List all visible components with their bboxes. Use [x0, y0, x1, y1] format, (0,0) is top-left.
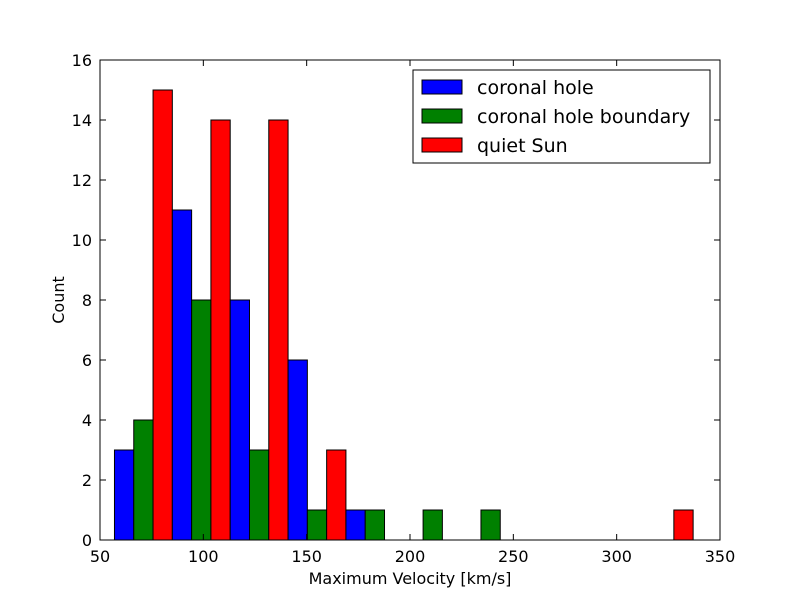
x-tick-label-200: 200 [395, 547, 426, 566]
bar-coronal-hole-bin-2 [229, 299, 250, 541]
bar-quiet-Sun-bin-3 [326, 449, 347, 541]
y-tick-label-10: 10 [72, 231, 92, 250]
x-tick-label-150: 150 [291, 547, 322, 566]
x-tick-label-350: 350 [705, 547, 736, 566]
bar-quiet-Sun-bin-9 [673, 509, 694, 541]
y-axis-label: Count [49, 276, 68, 324]
legend-swatch-coronal-hole [421, 79, 463, 95]
bar-coronal-hole-boundary-bin-4 [364, 509, 386, 541]
bar-coronal-hole-boundary-bin-1 [191, 299, 212, 541]
y-tick-label-16: 16 [72, 51, 92, 70]
tick-labels-layer: 50 100 150 200 250 300 350 0 2 4 6 8 10 12 14 16 [72, 51, 736, 566]
x-tick-label-50: 50 [90, 547, 110, 566]
ticks-layer [99, 59, 721, 541]
bar-coronal-hole-boundary-bin-0 [133, 419, 154, 541]
x-tick-label-100: 100 [188, 547, 219, 566]
bar-coronal-hole-boundary-bin-5 [422, 509, 443, 541]
legend-label-quiet-Sun: quiet Sun [477, 135, 568, 157]
bar-coronal-hole-bin-1 [171, 209, 193, 541]
bar-coronal-hole-bin-3 [287, 359, 308, 541]
y-tick-label-4: 4 [82, 411, 92, 430]
bar-coronal-hole-bin-4 [345, 509, 366, 541]
bar-coronal-hole-boundary-bin-2 [248, 449, 270, 541]
y-tick-label-6: 6 [82, 351, 92, 370]
bar-coronal-hole-boundary-bin-3 [306, 509, 328, 541]
bar-coronal-hole-boundary-bin-6 [480, 509, 501, 541]
bar-quiet-Sun-bin-1 [210, 119, 231, 541]
legend-label-coronal-hole-boundary: coronal hole boundary [477, 106, 690, 128]
bars-layer [113, 89, 694, 541]
legend-swatch-coronal-hole-boundary [421, 108, 463, 124]
y-tick-label-0: 0 [82, 531, 92, 550]
legend-label-coronal-hole: coronal hole [477, 77, 594, 99]
x-axis-label: Maximum Velocity [km/s] [309, 569, 512, 588]
y-tick-label-2: 2 [82, 471, 92, 490]
y-tick-label-8: 8 [82, 291, 92, 310]
bar-quiet-Sun-bin-0 [152, 89, 173, 541]
legend-swatch-quiet-Sun [421, 137, 463, 153]
y-tick-label-14: 14 [72, 111, 92, 130]
x-tick-label-250: 250 [498, 547, 529, 566]
y-tick-label-12: 12 [72, 171, 92, 190]
legend: coronal hole coronal hole boundary quiet S… [412, 69, 711, 164]
x-tick-label-300: 300 [601, 547, 632, 566]
bar-quiet-Sun-bin-2 [268, 119, 289, 541]
bar-coronal-hole-bin-0 [113, 449, 135, 541]
